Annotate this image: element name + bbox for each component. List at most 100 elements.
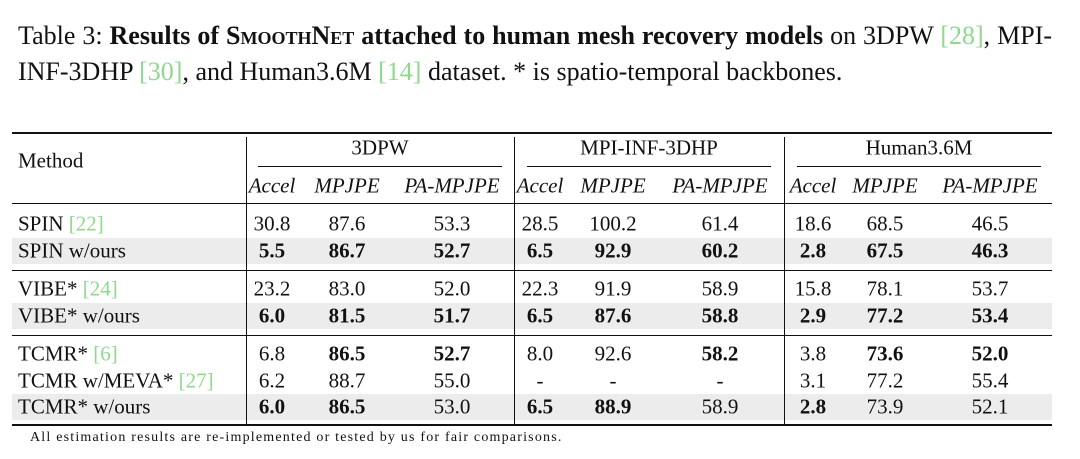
dataset-header: MPI-INF-3DHP <box>580 135 718 160</box>
value-cell: 52.1 <box>971 394 1009 419</box>
value-cell: 60.2 <box>701 238 739 262</box>
value-cell: 53.7 <box>971 276 1009 301</box>
value-cell: 28.5 <box>521 211 559 236</box>
value-cell: - <box>609 368 617 392</box>
value-cell: 77.2 <box>866 368 904 392</box>
value-cell: 3.1 <box>799 368 827 392</box>
footnote: All estimation results are re-implemente… <box>30 430 563 445</box>
column-rule <box>784 137 785 424</box>
value-cell: 78.1 <box>866 276 904 301</box>
method-name: TCMR* w/ours <box>18 394 151 419</box>
dataset-rule <box>258 166 502 167</box>
method: TCMR* [6] <box>18 342 118 367</box>
value-cell: 58.8 <box>701 303 739 327</box>
metric-header: MPJPE <box>580 173 646 198</box>
caption-text: , and Human3.6M <box>182 57 372 86</box>
value-cell: 92.9 <box>594 238 632 262</box>
value-cell: 52.0 <box>433 276 471 301</box>
value-cell: 23.2 <box>253 276 291 301</box>
citation: [22] <box>68 211 104 236</box>
value-cell: 92.6 <box>594 341 632 366</box>
value-cell: - <box>536 368 544 392</box>
method-name: VIBE* w/ours <box>18 303 140 327</box>
dataset-header: Human3.6M <box>865 135 973 160</box>
metric-header: PA-MPJPE <box>404 173 500 198</box>
value-cell: 87.6 <box>594 303 632 327</box>
row-shade <box>12 237 1052 264</box>
value-cell: 2.9 <box>799 303 827 327</box>
value-cell: 46.5 <box>971 211 1009 236</box>
value-cell: - <box>716 368 724 392</box>
value-cell: 67.5 <box>866 238 904 262</box>
metric-header: PA-MPJPE <box>672 173 768 198</box>
column-rule <box>514 137 515 424</box>
value-cell: 8.0 <box>526 341 554 366</box>
value-cell: 52.7 <box>433 341 471 366</box>
value-cell: 55.4 <box>971 368 1009 392</box>
value-cell: 58.9 <box>701 394 739 419</box>
value-cell: 6.0 <box>258 303 286 327</box>
method: TCMR w/MEVA* [27] <box>18 368 214 393</box>
value-cell: 61.4 <box>701 211 739 236</box>
value-cell: 6.5 <box>526 303 554 327</box>
value-cell: 53.3 <box>433 211 471 236</box>
method-name: VIBE* <box>18 276 78 301</box>
value-cell: 68.5 <box>866 211 904 236</box>
value-cell: 53.4 <box>971 303 1009 327</box>
value-cell: 22.3 <box>521 276 559 301</box>
group-rule <box>12 335 1052 336</box>
metric-header: Accel <box>248 173 296 198</box>
citation: [28] <box>940 21 984 50</box>
value-cell: 18.6 <box>794 211 832 236</box>
value-cell: 53.0 <box>433 394 471 419</box>
citation: [6] <box>93 341 118 366</box>
row-shade <box>12 302 1052 329</box>
method: VIBE* w/ours <box>18 303 140 328</box>
row-shade <box>12 394 1052 420</box>
value-cell: 52.7 <box>433 238 471 262</box>
value-cell: 6.5 <box>526 394 554 419</box>
value-cell: 6.0 <box>258 394 286 419</box>
value-cell: 58.9 <box>701 276 739 301</box>
caption: Table 3: Results of SmoothNet attached t… <box>18 18 1052 90</box>
top-rule <box>12 132 1052 134</box>
value-cell: 6.8 <box>258 341 286 366</box>
value-cell: 91.9 <box>594 276 632 301</box>
value-cell: 83.0 <box>328 276 366 301</box>
value-cell: 77.2 <box>866 303 904 327</box>
method-header: Method <box>18 148 84 173</box>
method-name: SPIN w/ours <box>18 238 126 262</box>
method-name: TCMR* <box>18 341 89 366</box>
bottom-rule <box>12 423 1052 426</box>
value-cell: 2.8 <box>799 394 827 419</box>
header-rule <box>12 203 1052 204</box>
value-cell: 6.2 <box>258 368 286 392</box>
metric-header: PA-MPJPE <box>942 173 1038 198</box>
caption-text: , MPI-INF-3DHP <box>18 21 1053 86</box>
caption-title: attached to human mesh recovery models <box>361 21 824 50</box>
caption-title: Results of <box>109 21 220 50</box>
value-cell: 88.7 <box>328 368 366 392</box>
value-cell: 58.2 <box>701 341 739 366</box>
value-cell: 88.9 <box>594 394 632 419</box>
value-cell: 86.5 <box>328 394 366 419</box>
value-cell: 6.5 <box>526 238 554 262</box>
citation: [14] <box>378 57 422 86</box>
method-name: SPIN <box>18 211 64 236</box>
group-rule <box>12 270 1052 271</box>
value-cell: 86.7 <box>328 238 366 262</box>
method: SPIN [22] <box>18 212 104 237</box>
value-cell: 100.2 <box>589 211 637 236</box>
value-cell: 52.0 <box>971 341 1009 366</box>
caption-text: on 3DPW <box>830 21 934 50</box>
method: VIBE* [24] <box>18 277 118 302</box>
value-cell: 3.8 <box>799 341 827 366</box>
value-cell: 5.5 <box>258 238 286 262</box>
metric-header: MPJPE <box>852 173 918 198</box>
column-rule <box>246 137 247 424</box>
dataset-rule <box>527 166 771 167</box>
metric-header: MPJPE <box>314 173 380 198</box>
value-cell: 73.6 <box>866 341 904 366</box>
caption-title: SmoothNet <box>226 21 355 50</box>
